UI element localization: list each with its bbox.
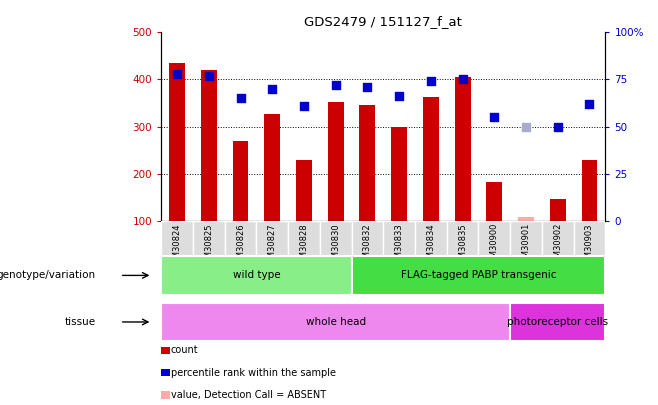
- Text: GSM30830: GSM30830: [331, 223, 340, 269]
- Text: percentile rank within the sample: percentile rank within the sample: [170, 368, 336, 377]
- Text: whole head: whole head: [305, 317, 366, 327]
- Bar: [328, 102, 343, 221]
- Point: [426, 78, 436, 85]
- Bar: [447, 221, 478, 267]
- Text: GSM30828: GSM30828: [299, 223, 309, 269]
- Text: photoreceptor cells: photoreceptor cells: [507, 317, 609, 327]
- Bar: [161, 221, 193, 267]
- Bar: [415, 221, 447, 267]
- Text: count: count: [170, 345, 198, 355]
- Point: [172, 70, 182, 77]
- Bar: [478, 221, 510, 267]
- Bar: [257, 221, 288, 267]
- Point: [457, 76, 468, 83]
- Bar: [582, 160, 597, 221]
- Point: [203, 72, 214, 79]
- Title: GDS2479 / 151127_f_at: GDS2479 / 151127_f_at: [305, 15, 462, 28]
- Bar: [550, 198, 566, 221]
- Bar: [351, 221, 383, 267]
- Bar: [486, 182, 502, 221]
- Text: wild type: wild type: [232, 271, 280, 280]
- Point: [236, 95, 246, 102]
- Bar: [201, 70, 216, 221]
- Bar: [392, 126, 407, 221]
- Bar: [224, 221, 257, 267]
- Text: GSM30833: GSM30833: [395, 223, 403, 269]
- Point: [330, 82, 341, 88]
- Bar: [542, 221, 574, 267]
- Text: GSM30832: GSM30832: [363, 223, 372, 269]
- Point: [394, 93, 405, 100]
- Text: genotype/variation: genotype/variation: [0, 271, 95, 280]
- Bar: [265, 114, 280, 221]
- Point: [584, 101, 595, 107]
- Bar: [383, 221, 415, 267]
- Text: GSM30835: GSM30835: [458, 223, 467, 269]
- Text: GSM30825: GSM30825: [204, 223, 213, 269]
- Bar: [161, 256, 351, 295]
- Bar: [423, 97, 439, 221]
- Text: FLAG-tagged PABP transgenic: FLAG-tagged PABP transgenic: [401, 271, 556, 280]
- Bar: [193, 221, 224, 267]
- Bar: [351, 256, 605, 295]
- Bar: [296, 160, 312, 221]
- Bar: [510, 221, 542, 267]
- Text: GSM30901: GSM30901: [522, 223, 530, 269]
- Bar: [359, 105, 375, 221]
- Text: GSM30834: GSM30834: [426, 223, 436, 269]
- Point: [520, 123, 531, 130]
- Text: GSM30902: GSM30902: [553, 223, 563, 269]
- Bar: [455, 77, 470, 221]
- Point: [362, 84, 372, 90]
- Bar: [232, 141, 249, 221]
- Point: [299, 102, 309, 109]
- Text: tissue: tissue: [64, 317, 95, 327]
- Text: GSM30903: GSM30903: [585, 223, 594, 269]
- Bar: [288, 221, 320, 267]
- Point: [267, 85, 278, 92]
- Text: GSM30900: GSM30900: [490, 223, 499, 269]
- Bar: [169, 63, 185, 221]
- Bar: [574, 221, 605, 267]
- Bar: [510, 303, 605, 341]
- Bar: [161, 303, 510, 341]
- Text: GSM30824: GSM30824: [172, 223, 182, 269]
- Bar: [518, 217, 534, 221]
- Text: GSM30826: GSM30826: [236, 223, 245, 269]
- Point: [553, 123, 563, 130]
- Point: [489, 114, 499, 120]
- Text: GSM30827: GSM30827: [268, 223, 277, 269]
- Bar: [320, 221, 351, 267]
- Text: value, Detection Call = ABSENT: value, Detection Call = ABSENT: [170, 390, 326, 400]
